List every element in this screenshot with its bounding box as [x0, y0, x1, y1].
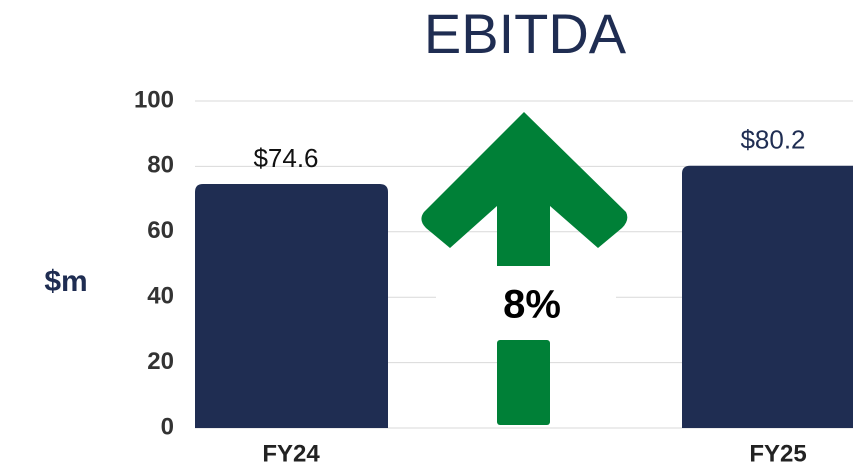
- growth-arrow: 8%: [421, 112, 628, 425]
- arrow-shaft: [497, 340, 550, 425]
- y-tick-label: 80: [147, 152, 174, 179]
- x-tick-label: FY25: [749, 440, 806, 467]
- y-tick-label: 0: [161, 413, 174, 440]
- x-tick-label: FY24: [262, 440, 320, 467]
- bar: [682, 165, 853, 428]
- y-axis-label: $m: [44, 265, 87, 298]
- arrow-head: [421, 112, 628, 266]
- marks: [195, 165, 853, 428]
- label-backdrop: [436, 268, 616, 340]
- bar: [195, 184, 388, 428]
- y-tick-label: 60: [147, 217, 174, 244]
- y-tick-label: 40: [147, 283, 174, 310]
- chart-title: EBITDA: [424, 2, 627, 65]
- y-tick-label: 100: [134, 86, 174, 113]
- value-label: $80.2: [740, 125, 805, 155]
- value-label: $74.6: [253, 143, 318, 173]
- y-tick-label: 20: [147, 348, 174, 375]
- annotation: 8%: [503, 283, 561, 327]
